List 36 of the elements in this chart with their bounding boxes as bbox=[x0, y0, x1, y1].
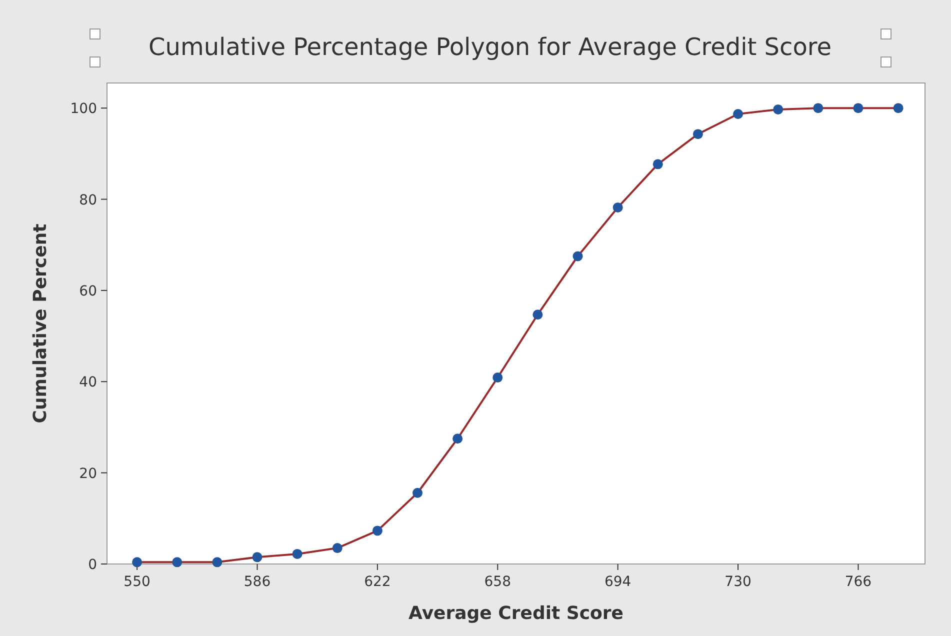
y-tick-label: 80 bbox=[79, 192, 97, 208]
y-tick-label: 20 bbox=[79, 466, 97, 482]
point bbox=[893, 103, 904, 114]
point bbox=[132, 557, 142, 568]
point bbox=[412, 488, 423, 498]
y-tick-label: 40 bbox=[79, 374, 97, 391]
point bbox=[292, 548, 302, 559]
x-tick-label: 586 bbox=[244, 574, 271, 590]
x-tick-label: 658 bbox=[484, 574, 512, 590]
point bbox=[212, 557, 222, 568]
y-tick-label: 0 bbox=[88, 557, 97, 573]
point bbox=[652, 159, 663, 170]
point bbox=[172, 557, 182, 568]
point bbox=[532, 310, 543, 320]
x-tick-label: 550 bbox=[124, 574, 150, 590]
x-tick-label: 622 bbox=[364, 574, 391, 590]
point bbox=[572, 251, 583, 262]
point bbox=[773, 104, 784, 114]
point bbox=[853, 103, 864, 114]
x-tick-label: 766 bbox=[844, 574, 872, 590]
point bbox=[733, 109, 744, 120]
point bbox=[252, 552, 262, 562]
point bbox=[372, 526, 382, 536]
point bbox=[452, 434, 463, 444]
x-axis-title: Average Credit Score bbox=[408, 603, 624, 624]
point bbox=[813, 103, 824, 114]
y-tick-label: 60 bbox=[79, 283, 97, 300]
x-tick-label: 730 bbox=[724, 574, 752, 590]
point bbox=[612, 202, 623, 212]
x-tick-label: 694 bbox=[604, 574, 632, 590]
chart-title: Cumulative Percentage Polygon for Average Credit Score bbox=[148, 33, 832, 61]
point bbox=[332, 543, 342, 554]
y-axis-title: Cumulative Percent bbox=[30, 223, 51, 424]
point bbox=[492, 372, 503, 383]
point bbox=[692, 129, 703, 140]
y-tick-label: 100 bbox=[70, 101, 97, 118]
